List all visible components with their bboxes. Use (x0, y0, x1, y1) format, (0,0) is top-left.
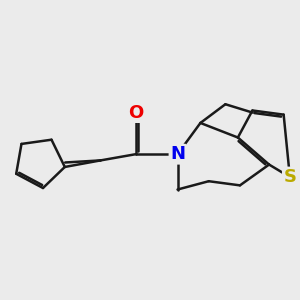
Text: O: O (128, 103, 144, 122)
Text: S: S (284, 168, 296, 186)
Text: N: N (170, 145, 185, 163)
